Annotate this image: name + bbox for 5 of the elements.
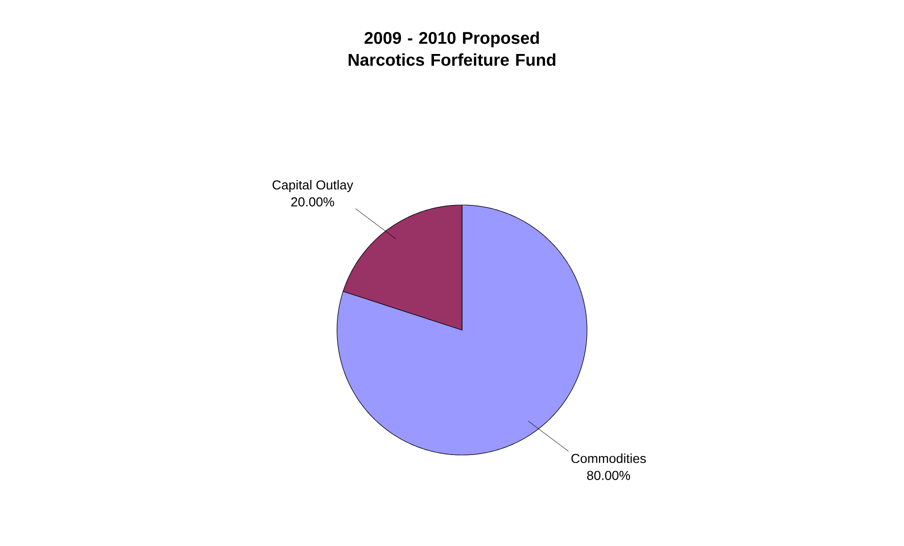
data-label: 80.00% — [587, 470, 630, 480]
chart-title: 2009 - 2010 Proposed Narcotics Forfeiture Fund — [348, 32, 556, 66]
data-label: 20.00% — [291, 197, 334, 206]
slice-label: Capital Outlay — [272, 180, 354, 192]
slice-label: Commodities — [571, 454, 646, 464]
